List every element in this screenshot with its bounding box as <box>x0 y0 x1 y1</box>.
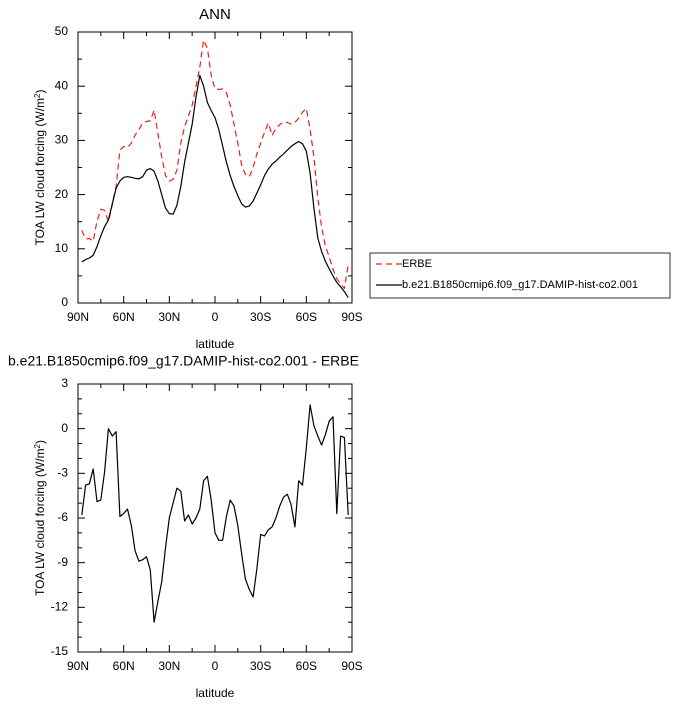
panel2-y-tick-label: 0 <box>61 421 68 435</box>
panel2-x-tick-label: 90S <box>341 659 362 673</box>
panel1-y-tick-label: 20 <box>55 187 69 201</box>
panel2-y-tick-label: -15 <box>51 644 69 658</box>
panel2-x-tick-label: 90N <box>67 659 89 673</box>
legend-entry-1: ERBE <box>402 258 432 270</box>
panel1-x-tick-label: 60S <box>296 310 317 324</box>
panel1-series-line-1 <box>81 39 349 289</box>
panel2-y-tick-label: 3 <box>61 376 68 390</box>
panel1-y-axis-label-superscript: 2 <box>33 93 42 98</box>
panel2-y-tick-label: -6 <box>57 510 68 524</box>
panel2-x-axis-label: latitude <box>196 686 235 700</box>
panel1-x-tick-label: 0 <box>212 310 219 324</box>
panel2-y-axis-label-close: ) <box>33 440 47 444</box>
panel1-y-tick-label: 30 <box>55 133 69 147</box>
panel1-x-axis-label: latitude <box>196 337 235 351</box>
panel2-x-tick-label: 30N <box>158 659 180 673</box>
panel2-x-tick-label: 60N <box>113 659 135 673</box>
panel2-x-tick-label: 30S <box>250 659 271 673</box>
panel1-y-tick-label: 50 <box>55 24 69 38</box>
panel1-x-tick-label: 90S <box>341 310 362 324</box>
panel1-x-tick-label: 90N <box>67 310 89 324</box>
panel1-x-tick-label: 30S <box>250 310 271 324</box>
panel1-series-line-2 <box>81 74 349 298</box>
panel2-y-tick-label: -3 <box>57 466 68 480</box>
panel2-chart-title: b.e21.B1850cmip6.f09_g17.DAMIP-hist-co2.… <box>8 353 359 369</box>
panel1-y-tick-label: 40 <box>55 78 69 92</box>
panel2-y-tick-label: -9 <box>57 555 68 569</box>
panel2-x-tick-label: 0 <box>212 659 219 673</box>
panel1-y-axis-label-close: ) <box>33 89 47 93</box>
panel1-y-axis-label-main: TOA LW cloud forcing (W/m <box>33 98 47 246</box>
panel2-series-line-1 <box>81 404 349 623</box>
panel2-y-tick-label: -12 <box>51 600 69 614</box>
panel1-y-tick-label: 10 <box>55 241 69 255</box>
panel1-y-tick-label: 0 <box>61 295 68 309</box>
panel2-y-axis-label: TOA LW cloud forcing (W/m2) <box>33 440 48 596</box>
legend-entry-2: b.e21.B1850cmip6.f09_g17.DAMIP-hist-co2.… <box>402 279 638 291</box>
panel1-y-axis-label: TOA LW cloud forcing (W/m2) <box>33 89 48 245</box>
panel1-plot-frame <box>77 31 353 304</box>
panel2-x-tick-label: 60S <box>296 659 317 673</box>
panel1-chart-title: ANN <box>199 6 231 23</box>
panel2-y-axis-label-superscript: 2 <box>33 443 42 448</box>
panel2-plot-frame <box>77 383 353 653</box>
legend-box <box>369 252 671 299</box>
panel1-x-tick-label: 60N <box>113 310 135 324</box>
panel2-y-axis-label-main: TOA LW cloud forcing (W/m <box>33 448 47 596</box>
panel1-x-tick-label: 30N <box>158 310 180 324</box>
